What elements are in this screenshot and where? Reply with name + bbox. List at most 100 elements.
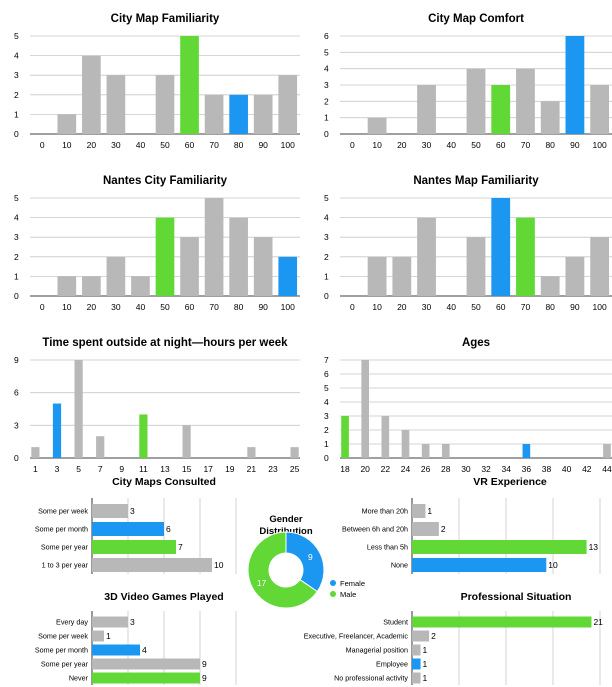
y-tick-label: 4	[14, 51, 19, 61]
category-label: Some per year	[41, 543, 89, 552]
category-label: No professional activity	[334, 674, 408, 683]
bar	[590, 237, 610, 296]
x-tick-label: 60	[185, 140, 195, 150]
category-label: Some per week	[38, 507, 88, 516]
data-label: 2	[441, 524, 446, 534]
x-tick-label: 0	[40, 302, 45, 312]
bar	[155, 75, 175, 134]
legend-swatch	[330, 580, 336, 586]
bar	[92, 630, 104, 642]
y-tick-label: 5	[324, 193, 329, 203]
y-tick-label: 3	[324, 411, 329, 421]
chart-title: Time spent outside at night—hours per we…	[42, 337, 288, 349]
y-tick-label: 5	[14, 193, 19, 203]
x-tick-label: 20	[87, 140, 97, 150]
y-tick-label: 1	[324, 271, 329, 281]
x-tick-label: 90	[570, 140, 580, 150]
data-label: 9	[202, 673, 207, 683]
category-label: Some per month	[35, 525, 88, 534]
bar	[106, 256, 126, 296]
x-tick-label: 26	[421, 464, 431, 474]
x-tick-label: 15	[182, 464, 192, 474]
bar	[412, 658, 421, 670]
y-tick-label: 6	[324, 369, 329, 379]
y-tick-label: 0	[14, 291, 19, 301]
pie-slice	[247, 531, 318, 609]
bar	[367, 117, 387, 134]
x-tick-label: 42	[582, 464, 592, 474]
x-tick-label: 30	[422, 140, 432, 150]
bar	[466, 237, 486, 296]
bar	[491, 198, 511, 296]
category-label: None	[391, 561, 408, 570]
x-tick-label: 60	[496, 140, 506, 150]
x-tick-label: 10	[372, 302, 382, 312]
bar	[421, 444, 430, 458]
bar	[96, 436, 105, 458]
chart-vr-experience: VR Experience More than 20h 1 Between 6h an…	[342, 476, 601, 574]
data-label: 1	[427, 506, 432, 516]
x-tick-label: 40	[562, 464, 572, 474]
x-tick-label: 3	[55, 464, 60, 474]
data-label: 1	[106, 631, 111, 641]
x-tick-label: 70	[209, 140, 219, 150]
x-tick-label: 30	[111, 140, 121, 150]
x-tick-label: 40	[447, 140, 457, 150]
x-tick-label: 80	[234, 140, 244, 150]
bar	[82, 276, 101, 296]
data-label: 3	[130, 506, 135, 516]
x-tick-label: 21	[247, 464, 257, 474]
bar	[139, 414, 148, 458]
x-tick-label: 70	[209, 302, 219, 312]
x-tick-label: 70	[521, 140, 531, 150]
y-tick-label: 5	[324, 47, 329, 57]
chart-city-maps-consulted: City Maps Consulted Some per week 3 Some pe…	[35, 476, 237, 574]
y-tick-label: 7	[324, 355, 329, 365]
x-tick-label: 50	[160, 302, 170, 312]
bar	[412, 558, 547, 572]
bar	[412, 672, 421, 684]
y-tick-label: 3	[14, 70, 19, 80]
data-label: 2	[431, 631, 436, 641]
bar	[57, 276, 77, 296]
x-tick-label: 60	[185, 302, 195, 312]
x-tick-label: 17	[203, 464, 213, 474]
y-tick-label: 9	[14, 355, 19, 365]
x-tick-label: 10	[62, 302, 72, 312]
x-tick-label: 0	[350, 302, 355, 312]
bar	[180, 36, 199, 134]
bar	[92, 658, 200, 670]
x-tick-label: 36	[522, 464, 532, 474]
data-label: 9	[202, 659, 207, 669]
x-tick-label: 1	[33, 464, 38, 474]
bar	[361, 360, 370, 458]
bar	[180, 237, 199, 296]
x-tick-label: 19	[225, 464, 235, 474]
category-label: Managerial position	[346, 646, 408, 655]
x-tick-label: 0	[40, 140, 45, 150]
x-tick-label: 24	[401, 464, 411, 474]
bar	[92, 522, 164, 536]
y-tick-label: 2	[324, 96, 329, 106]
bar	[412, 616, 592, 628]
y-tick-label: 0	[324, 453, 329, 463]
bar	[92, 644, 140, 656]
x-tick-label: 70	[521, 302, 531, 312]
data-label: 13	[589, 542, 599, 552]
y-tick-label: 1	[324, 113, 329, 123]
bar	[590, 85, 610, 134]
bar	[278, 75, 298, 134]
category-label: Some per year	[41, 660, 89, 669]
chart-gender-distribution: GenderDistribution917FemaleMale	[247, 514, 365, 609]
category-label: Less than 5h	[367, 543, 408, 552]
chart-title: City Map Comfort	[428, 13, 524, 25]
y-tick-label: 4	[324, 64, 329, 74]
bar	[417, 85, 436, 134]
data-label: 1	[423, 673, 428, 683]
x-tick-label: 100	[593, 302, 607, 312]
y-tick-label: 1	[14, 271, 19, 281]
data-label: 6	[166, 524, 171, 534]
pie-slice	[285, 531, 325, 593]
